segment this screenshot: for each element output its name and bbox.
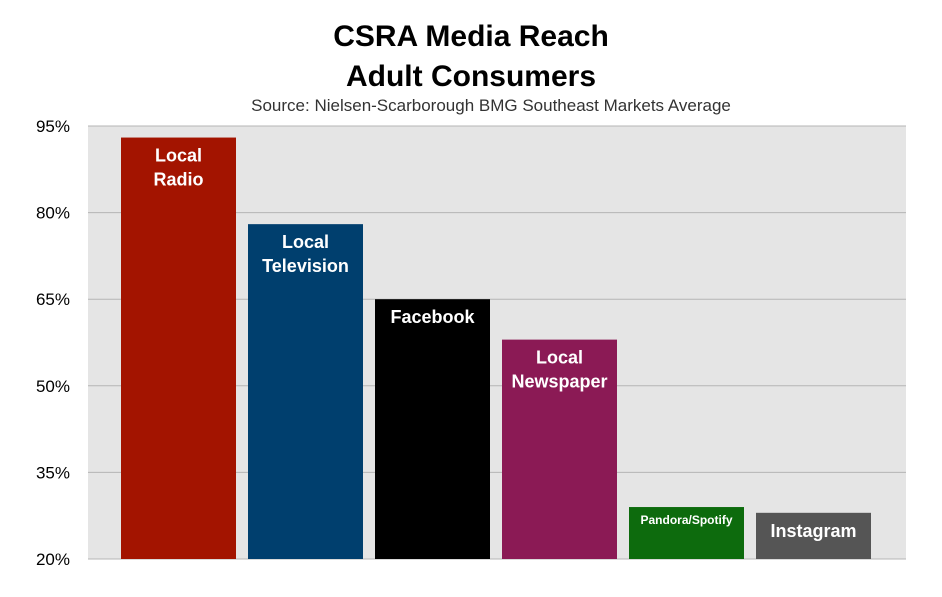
bar-label: Facebook xyxy=(390,307,475,327)
bar-local-television xyxy=(248,224,363,559)
y-tick-label: 20% xyxy=(36,550,70,569)
bar-label: Newspaper xyxy=(511,372,607,392)
chart-title-line-2: Adult Consumers xyxy=(345,60,597,93)
bar-label: Radio xyxy=(153,170,203,190)
bar-facebook xyxy=(375,299,490,559)
y-tick-label: 50% xyxy=(36,377,70,396)
y-tick-label: 95% xyxy=(36,117,70,136)
bars xyxy=(121,137,871,559)
y-tick-label: 35% xyxy=(36,463,70,482)
bar-label: Local xyxy=(536,348,583,368)
bar-label: Instagram xyxy=(770,521,856,541)
chart-subtitle: Source: Nielsen-Scarborough BMG Southeas… xyxy=(251,96,731,115)
y-tick-label: 80% xyxy=(36,204,70,223)
bar-label: Television xyxy=(262,256,349,276)
bar-label: Pandora/Spotify xyxy=(640,513,732,527)
y-axis: 20% 35% 50% 65% 80% 95% xyxy=(36,117,70,569)
bar-label: Local xyxy=(155,146,202,166)
bar-label: Local xyxy=(282,232,329,252)
bar-instagram xyxy=(756,512,871,559)
bar-local-radio xyxy=(121,137,236,559)
bar-labels: Local Radio Local Television Facebook Local Ne… xyxy=(153,146,856,541)
y-tick-label: 65% xyxy=(36,290,70,309)
chart-title: CSRA Media Reach xyxy=(333,20,609,53)
bar-pandora-spotify xyxy=(629,507,744,559)
bar-local-newspaper xyxy=(502,339,617,559)
